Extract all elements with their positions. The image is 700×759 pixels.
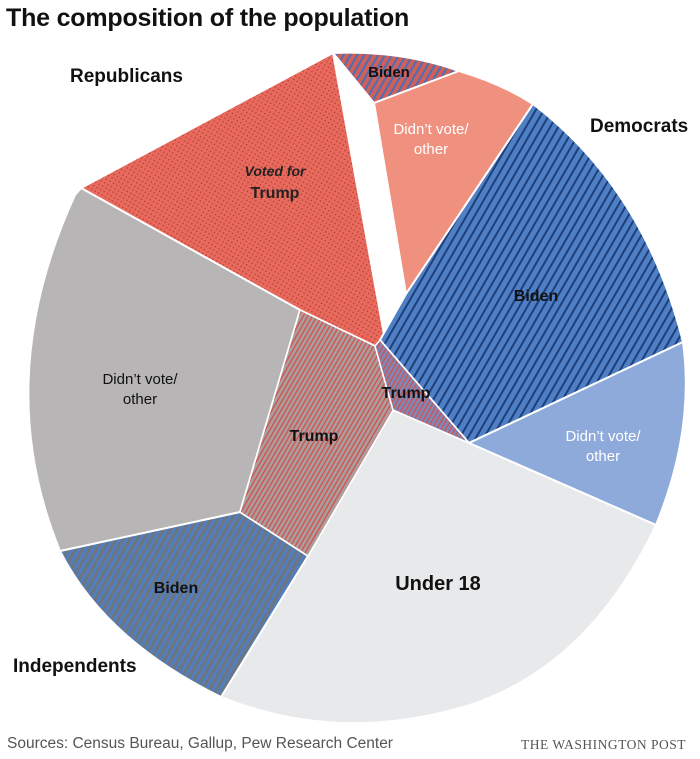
slice-democrats-trump [374, 338, 470, 444]
label-independents-biden: Biden [154, 580, 198, 597]
label-republicans-didnt-vote-line2: other [414, 141, 448, 158]
slice-independents-didnt-vote [27, 186, 302, 553]
label-republicans-biden: Biden [368, 64, 410, 81]
label-democrats-biden: Biden [514, 288, 558, 305]
group-label-democrats: Democrats [590, 116, 689, 137]
group-label-republicans: Republicans [70, 66, 183, 87]
label-independents-didnt-vote-1: Didn’t vote/ [102, 371, 178, 388]
label-democrats-didnt-vote-1: Didn’t vote/ [565, 428, 641, 445]
chart-title: The composition of the population [6, 4, 410, 32]
source-note: Sources: Census Bureau, Gallup, Pew Rese… [7, 735, 393, 752]
label-democrats-trump: Trump [382, 385, 431, 402]
label-republicans-trump-2: Trump [251, 185, 300, 202]
label-republicans-didnt-vote-2: other [414, 141, 448, 158]
label-under-18: Under 18 [395, 573, 481, 595]
label-independents-trump: Trump [290, 428, 339, 445]
label-democrats-didnt-vote-2: other [586, 448, 620, 465]
label-republicans-didnt-vote-1: Didn’t vote/ [393, 121, 469, 138]
credit-line: THE WASHINGTON POST [520, 737, 686, 752]
label-republicans-trump-1: Voted for [245, 163, 307, 179]
label-republicans-didnt-vote-line1: Didn’t vote/ [393, 121, 469, 138]
group-label-independents: Independents [13, 656, 137, 677]
slice-independents-trump [239, 308, 394, 558]
slice-under-18 [219, 408, 658, 725]
label-independents-didnt-vote-2: other [123, 391, 157, 408]
